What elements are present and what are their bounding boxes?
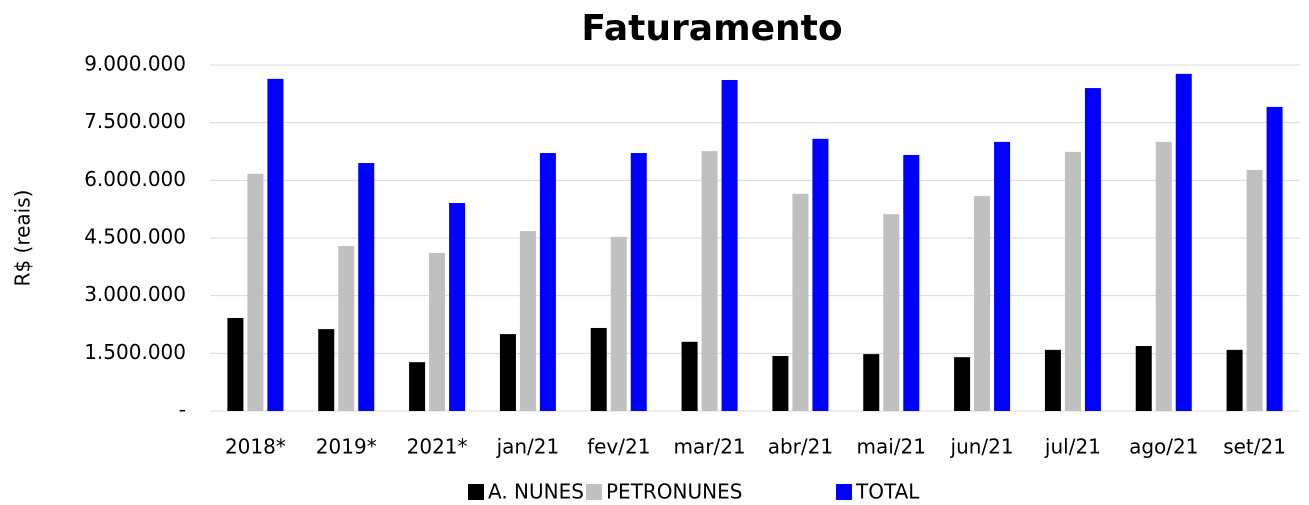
y-tick-label: - bbox=[179, 398, 186, 422]
bar bbox=[1266, 106, 1283, 411]
bar bbox=[318, 329, 335, 411]
bar bbox=[1155, 141, 1172, 411]
legend-label: TOTAL bbox=[855, 480, 920, 504]
bar bbox=[1064, 151, 1081, 411]
bar bbox=[883, 214, 900, 411]
bar bbox=[429, 252, 446, 411]
legend-swatch bbox=[586, 484, 602, 500]
bar bbox=[701, 151, 718, 412]
legend-label: PETRONUNES bbox=[606, 480, 742, 504]
x-tick-label: set/21 bbox=[1223, 435, 1286, 459]
legend-label: A. NUNES bbox=[488, 480, 584, 504]
bar bbox=[954, 357, 971, 411]
x-tick-label: ago/21 bbox=[1129, 435, 1198, 459]
bar bbox=[590, 327, 607, 411]
bar bbox=[449, 203, 466, 411]
bar bbox=[812, 138, 829, 411]
y-tick-label: 4.500.000 bbox=[84, 225, 186, 249]
bar bbox=[338, 246, 355, 411]
x-tick-label: jun/21 bbox=[950, 435, 1014, 459]
bar bbox=[630, 153, 647, 411]
x-tick-label: 2021* bbox=[407, 435, 468, 459]
bar bbox=[772, 356, 789, 411]
y-tick-label: 6.000.000 bbox=[84, 167, 186, 191]
bar bbox=[1135, 346, 1152, 411]
bar bbox=[358, 163, 375, 411]
x-tick-label: 2018* bbox=[225, 435, 286, 459]
bar bbox=[267, 78, 284, 411]
bar bbox=[721, 79, 738, 411]
x-tick-label: mar/21 bbox=[674, 435, 746, 459]
bar bbox=[247, 173, 264, 411]
bar bbox=[539, 153, 556, 411]
bar bbox=[1246, 169, 1263, 411]
bar bbox=[227, 317, 244, 411]
bar bbox=[994, 141, 1011, 411]
y-tick-label: 7.500.000 bbox=[84, 109, 186, 133]
bar bbox=[409, 362, 426, 411]
legend-swatch bbox=[468, 484, 484, 500]
bar bbox=[1226, 349, 1243, 411]
bar bbox=[863, 354, 880, 411]
x-tick-label: fev/21 bbox=[587, 435, 650, 459]
bar bbox=[1044, 349, 1061, 411]
chart-title: Faturamento bbox=[581, 8, 842, 49]
y-tick-label: 1.500.000 bbox=[84, 340, 186, 364]
bar bbox=[519, 231, 536, 411]
y-tick-label: 3.000.000 bbox=[84, 282, 186, 306]
legend-swatch bbox=[836, 484, 852, 500]
bar bbox=[1175, 73, 1192, 411]
y-axis-label: R$ (reais) bbox=[11, 190, 35, 287]
x-tick-label: jul/21 bbox=[1044, 435, 1101, 459]
bar bbox=[903, 154, 920, 411]
y-tick-label: 9.000.000 bbox=[84, 52, 186, 76]
bar bbox=[792, 193, 809, 411]
x-tick-label: 2019* bbox=[316, 435, 377, 459]
x-tick-label: jan/21 bbox=[496, 435, 560, 459]
bar bbox=[1084, 88, 1101, 412]
bar bbox=[610, 236, 627, 411]
bar bbox=[974, 196, 991, 411]
x-tick-label: mai/21 bbox=[857, 435, 926, 459]
x-tick-label: abr/21 bbox=[768, 435, 833, 459]
bar bbox=[499, 334, 516, 411]
bar bbox=[681, 341, 698, 411]
